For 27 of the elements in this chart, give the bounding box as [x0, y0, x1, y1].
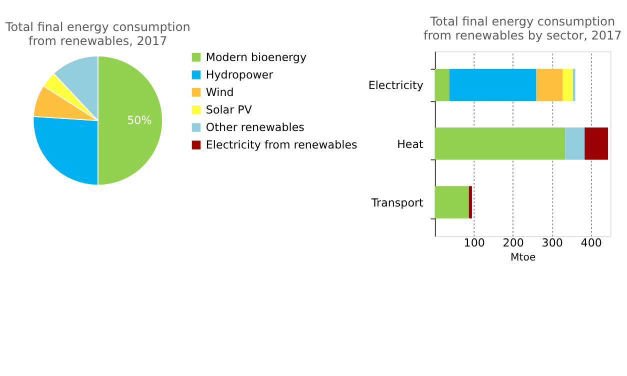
legend-label: Electricity from renewables	[206, 138, 358, 152]
data-label: 50%	[127, 114, 152, 128]
legend-label: Modern bioenergy	[206, 50, 307, 64]
x-tick-label: 300	[542, 236, 563, 250]
y-tick-label: Electricity	[368, 79, 424, 92]
y-tick-label: Transport	[370, 196, 424, 210]
legend-label: Hydropower	[206, 68, 274, 82]
bar	[449, 68, 536, 102]
bar	[434, 127, 566, 160]
bar	[584, 127, 608, 160]
y-tick-label: Heat	[397, 138, 424, 151]
bar	[434, 186, 469, 218]
x-tick-label: 200	[502, 236, 524, 250]
legend-label: Other renewables	[206, 121, 305, 134]
x-axis-title: Mtoe	[510, 252, 536, 264]
bar	[572, 68, 576, 102]
bar	[565, 127, 585, 160]
bar	[434, 68, 450, 102]
x-tick-label: 100	[464, 236, 485, 250]
chart-title: Total final energy consumption from renewables, 2017	[4, 20, 190, 48]
x-tick-label: 400	[580, 236, 602, 250]
bar	[562, 68, 573, 102]
legend-label: Solar PV	[206, 104, 252, 117]
bar	[468, 186, 472, 218]
bar	[536, 68, 563, 102]
chart-title: Total final energy consumption from renewables by sector, 2017	[424, 14, 622, 42]
legend-label: Wind	[206, 86, 234, 100]
